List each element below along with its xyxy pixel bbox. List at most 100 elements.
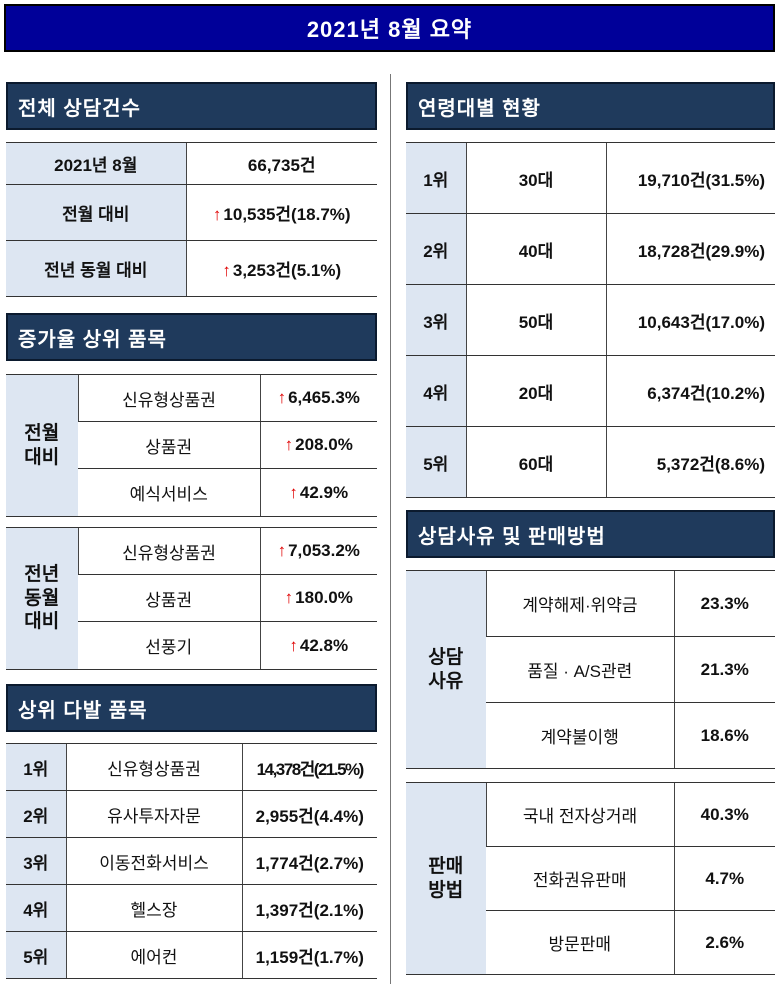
frequent-rank: 1위 — [6, 743, 66, 791]
table-row: 전월 대비 ↑ 10,535건(18.7%) — [6, 184, 377, 241]
reason-item-name: 품질 · A/S관련 — [486, 636, 674, 703]
age-value: 6,374건(10.2%) — [605, 355, 775, 427]
age-group: 40대 — [465, 213, 606, 285]
frequent-value-text: 1,159건(1.7%) — [255, 947, 364, 967]
total-value-text: 10,535건(18.7%) — [223, 205, 351, 224]
increase-group-label-text: 전년 동월 대비 — [24, 563, 60, 633]
age-group-text: 20대 — [518, 383, 554, 403]
age-rank-text: 3위 — [423, 312, 449, 332]
age-value-text: 18,728건(29.9%) — [637, 241, 765, 261]
age-group: 50대 — [465, 284, 606, 356]
up-arrow-icon: ↑ — [222, 261, 231, 280]
table-row: 4위 20대 6,374건(10.2%) — [406, 355, 775, 427]
reason-item-name-text: 전화권유판매 — [532, 871, 627, 890]
increase-group-label-text: 전월 대비 — [24, 422, 60, 468]
frequent-rank: 3위 — [6, 837, 66, 885]
increase-item-name-text: 신유형상품권 — [122, 390, 216, 410]
frequent-value: 2,955건(4.4%) — [241, 790, 377, 838]
reason-table: 상담 사유 계약해제·위약금 23.3% 품질 · A/S관련 21.3% 계약불이행 18… — [406, 570, 775, 769]
reason-item-value-text: 40.3% — [700, 804, 749, 824]
increase-item-value-text: 180.0% — [295, 588, 353, 607]
frequent-value-text: 1,774건(2.7%) — [255, 853, 364, 873]
table-row: 품질 · A/S관련 21.3% — [406, 636, 775, 703]
age-group-text: 60대 — [518, 454, 554, 474]
increase-item-value-text: 7,053.2% — [288, 541, 360, 560]
reason-item-name: 국내 전자상거래 — [485, 782, 674, 847]
frequent-name-text: 이동전화서비스 — [99, 853, 209, 873]
reason-item-name: 전화권유판매 — [486, 846, 674, 911]
increase-item-name-text: 신유형상품권 — [122, 543, 216, 563]
table-row: 전년 동월 대비 ↑ 3,253건(5.1%) — [6, 240, 377, 297]
total-label: 전월 대비 — [6, 184, 186, 241]
total-value: ↑ 3,253건(5.1%) — [185, 240, 377, 297]
age-rank: 5위 — [406, 426, 466, 498]
increase-item-name: 상품권 — [78, 574, 260, 622]
total-label-text: 전년 동월 대비 — [44, 261, 148, 280]
frequent-name: 유사투자자문 — [65, 790, 242, 838]
table-row: 4위 헬스장 1,397건(2.1%) — [6, 884, 377, 932]
frequent-name: 헬스장 — [65, 884, 242, 932]
increase-item-value-text: 208.0% — [295, 435, 353, 454]
age-rank: 1위 — [406, 142, 466, 214]
increase-item-name-text: 선풍기 — [145, 638, 193, 657]
age-rank-text: 1위 — [423, 170, 449, 190]
frequent-name: 신유형상품권 — [65, 743, 242, 791]
age-rank: 3위 — [406, 284, 466, 356]
reason-item-name: 계약해제·위약금 — [485, 570, 674, 637]
reason-item-value: 18.6% — [673, 702, 775, 769]
up-arrow-icon: ↑ — [212, 205, 222, 224]
age-value: 5,372건(8.6%) — [605, 426, 775, 498]
column-divider — [390, 74, 391, 984]
frequent-rank-text: 1위 — [23, 759, 49, 779]
increase-table-month: 전월 대비 신유형상품권 ↑ 6,465.3% 상품권 ↑ 208.0% 예식서비스 ↑ 42.9… — [6, 374, 377, 517]
age-group-text: 40대 — [518, 241, 554, 261]
table-row: 3위 이동전화서비스 1,774건(2.7%) — [6, 837, 377, 885]
age-value-text: 10,643건(17.0%) — [637, 312, 765, 332]
increase-item-name: 상품권 — [78, 421, 260, 469]
total-label-text: 2021년 8월 — [54, 156, 138, 175]
increase-item-value: ↑ 7,053.2% — [259, 527, 377, 575]
increase-item-value: ↑ 180.0% — [259, 574, 377, 622]
reason-item-value: 40.3% — [673, 782, 775, 847]
up-arrow-icon: ↑ — [277, 388, 287, 407]
table-row: 2위 유사투자자문 2,955건(4.4%) — [6, 790, 377, 838]
frequent-rank-text: 5위 — [23, 947, 49, 967]
age-rank-text: 2위 — [423, 241, 449, 261]
increase-item-value: ↑ 208.0% — [259, 421, 377, 469]
frequent-name-text: 에어컨 — [130, 947, 178, 967]
age-section-header: 연령대별 현황 — [406, 82, 775, 130]
total-label-text: 전월 대비 — [62, 205, 130, 224]
table-row: 5위 60대 5,372건(8.6%) — [406, 426, 775, 498]
table-row: 판매 방법 국내 전자상거래 40.3% — [406, 782, 775, 975]
reason-item-value: 4.7% — [673, 846, 775, 911]
reason-item-name: 계약불이행 — [486, 702, 674, 769]
table-row: 1위 신유형상품권 14,378건(21.5%) — [6, 743, 377, 791]
reason-group-label: 판매 방법 — [406, 782, 486, 975]
table-row: 선풍기 ↑ 42.8% — [6, 621, 377, 670]
increase-group-label: 전월 대비 — [6, 374, 78, 517]
frequent-name-text: 유사투자자문 — [107, 806, 201, 826]
age-group-text: 50대 — [518, 312, 554, 332]
reason-item-name-text: 계약불이행 — [540, 728, 619, 747]
up-arrow-icon: ↑ — [284, 588, 294, 607]
frequent-name: 에어컨 — [65, 931, 242, 979]
reason-item-value: 21.3% — [673, 636, 775, 703]
increase-item-value: ↑ 6,465.3% — [259, 374, 377, 422]
frequent-value-text: 14,378건(21.5%) — [256, 759, 365, 779]
total-section-header: 전체 상담건수 — [6, 82, 377, 130]
increase-table-year: 전년 동월 대비 신유형상품권 ↑ 7,053.2% 상품권 ↑ 180.0% 선풍기 ↑ 42.… — [6, 527, 377, 670]
total-value: ↑ 10,535건(18.7%) — [185, 184, 377, 241]
frequent-value: 1,774건(2.7%) — [241, 837, 377, 885]
total-value: 66,735건 — [185, 142, 377, 185]
frequent-rank: 5위 — [6, 931, 66, 979]
reason-item-name: 방문판매 — [486, 910, 674, 975]
increase-item-value: ↑ 42.9% — [259, 468, 377, 517]
age-rank: 2위 — [406, 213, 466, 285]
frequent-rank-text: 2위 — [23, 806, 49, 826]
reason-item-value-text: 2.6% — [705, 932, 745, 952]
age-value: 18,728건(29.9%) — [605, 213, 775, 285]
total-value-text: 66,735건 — [247, 156, 316, 175]
table-row: 상품권 ↑ 208.0% — [6, 421, 377, 469]
age-value-text: 19,710건(31.5%) — [637, 170, 765, 190]
frequent-rank-text: 3위 — [23, 853, 49, 873]
